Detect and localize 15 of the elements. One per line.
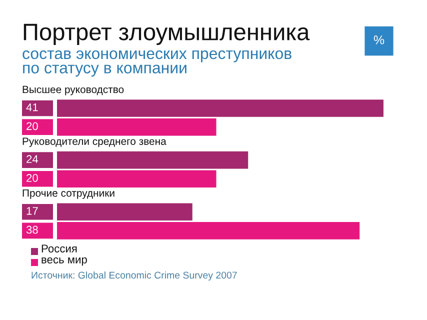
data-label: 41 [26,103,38,112]
data-label: 20 [26,122,38,130]
data-label: 17 [26,207,38,215]
chart-subtitle: состав экономических преступников по статусу в компании [22,50,292,77]
y-tick-label: Руководители среднего звена [22,138,166,148]
data-label: 38 [26,226,38,234]
text: Источник: Global Economic Crime Survey 2007 [32,271,237,281]
y-tick-label: Высшее руководство [22,86,124,96]
y-tick-label: Прочие сотрудники [22,189,114,199]
legend-label: весь мир [42,257,87,266]
data-label: 24 [26,155,38,163]
legend-label: Россия [42,244,77,252]
text: % [374,36,384,44]
data-label: 20 [26,174,38,182]
chart-title: Портрет злоумышленника [24,24,310,46]
